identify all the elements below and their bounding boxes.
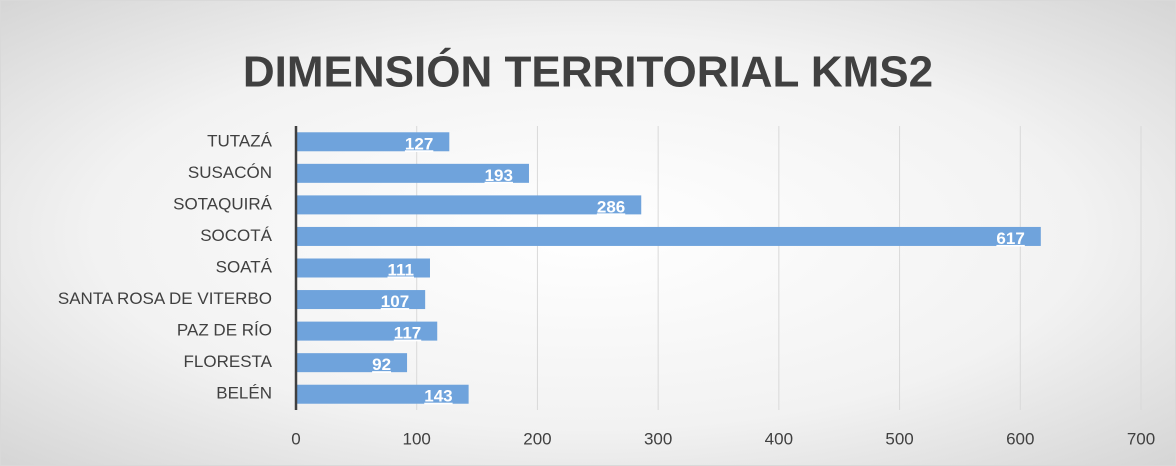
bar	[296, 384, 469, 404]
data-label: 107	[381, 292, 409, 311]
data-label: 143	[424, 387, 452, 406]
y-tick-label: SANTA ROSA DE VITERBO	[58, 289, 272, 308]
y-tick-label: SOATÁ	[216, 257, 273, 276]
data-label: 127	[405, 134, 433, 153]
data-label: 193	[485, 166, 513, 185]
data-label: 92	[372, 355, 391, 374]
y-tick-label: BELÉN	[216, 384, 272, 403]
chart-title: DIMENSIÓN TERRITORIAL KMS2	[243, 47, 933, 97]
y-tick-label: SOTAQUIRÁ	[173, 194, 273, 213]
data-label: 617	[996, 229, 1024, 248]
data-label: 117	[394, 324, 421, 343]
bar	[296, 163, 529, 183]
x-tick-label: 700	[1127, 429, 1155, 448]
bar	[296, 321, 438, 341]
x-tick-label: 400	[765, 429, 793, 448]
bar	[296, 195, 642, 215]
y-tick-label: FLORESTA	[184, 352, 273, 371]
bar	[296, 290, 426, 310]
x-tick-label: 500	[885, 429, 913, 448]
x-tick-label: 100	[403, 429, 431, 448]
bar	[296, 258, 430, 278]
x-tick-label: 200	[523, 429, 551, 448]
bar	[296, 226, 1041, 246]
data-label: 286	[597, 197, 625, 216]
y-tick-label: TUTAZÁ	[207, 131, 273, 150]
y-tick-label: PAZ DE RÍO	[177, 321, 272, 340]
bar	[296, 132, 450, 152]
x-tick-label: 300	[644, 429, 672, 448]
y-tick-label: SOCOTÁ	[200, 226, 272, 245]
data-label: 111	[387, 260, 414, 279]
x-tick-label: 600	[1006, 429, 1034, 448]
bar	[296, 353, 408, 373]
y-tick-label: SUSACÓN	[188, 163, 272, 182]
x-tick-label: 0	[291, 429, 300, 448]
